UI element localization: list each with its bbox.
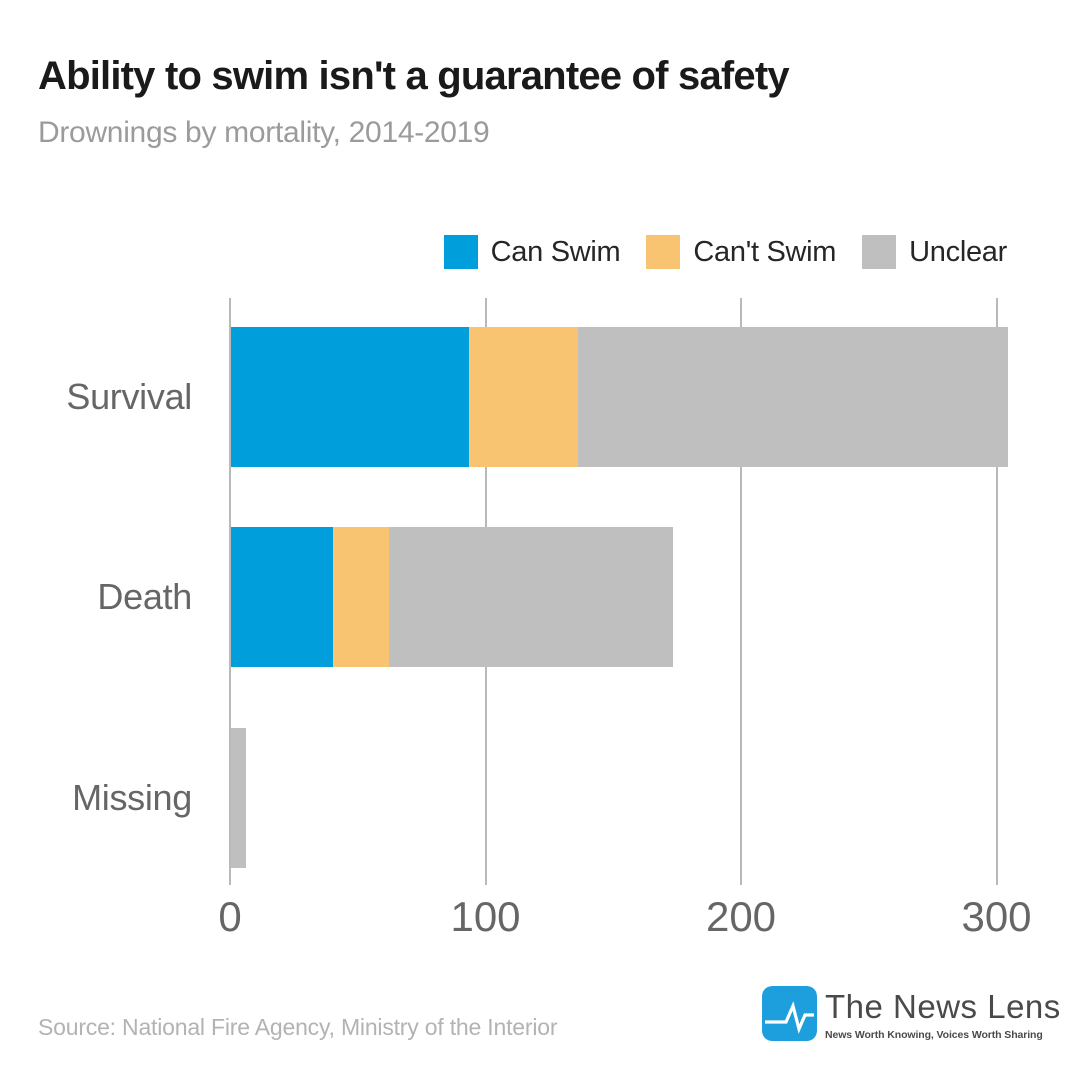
gridline-300 — [995, 298, 998, 885]
legend-swatch-unclear — [862, 235, 897, 269]
chart-subtitle: Drownings by mortality, 2014-2019 — [38, 116, 490, 149]
y-axis-label-survival: Survival — [66, 376, 192, 417]
brand-text: The News Lens News Worth Knowing, Voices… — [825, 986, 1061, 1041]
legend-swatch-can-swim — [443, 235, 478, 269]
gridline-200 — [740, 298, 742, 885]
bar-segment-death-can-t-swim — [333, 527, 390, 667]
source-note: Source: National Fire Agency, Ministry o… — [38, 1014, 558, 1040]
y-axis-label-missing: Missing — [72, 777, 192, 818]
legend-item-can-t-swim: Can't Swim — [646, 235, 836, 269]
x-tick-label-100: 100 — [450, 893, 521, 940]
bar-segment-death-can-swim — [231, 527, 334, 667]
bar-segment-survival-can-t-swim — [468, 327, 579, 467]
legend-label-unclear: Unclear — [909, 235, 1007, 268]
brand-name: The News Lens — [825, 988, 1061, 1025]
page-title: Ability to swim isn't a guarantee of saf… — [38, 54, 790, 98]
bar-segment-death-unclear — [389, 527, 673, 667]
bar-segment-survival-unclear — [578, 327, 1008, 467]
legend-label-can-swim: Can Swim — [490, 235, 621, 268]
y-axis-label-death: Death — [97, 576, 192, 617]
bar-segment-survival-can-swim — [231, 327, 469, 467]
bar-segment-missing-unclear — [231, 728, 247, 868]
legend-item-can-swim: Can Swim — [443, 235, 621, 269]
brand-logo: The News Lens News Worth Knowing, Voices… — [762, 986, 1061, 1041]
brand-tagline: News Worth Knowing, Voices Worth Sharing — [825, 1029, 1043, 1041]
legend-swatch-can-t-swim — [646, 235, 681, 269]
legend-label-can-t-swim: Can't Swim — [693, 235, 837, 268]
gridline-0 — [229, 298, 231, 885]
legend-item-unclear: Unclear — [862, 235, 1007, 269]
chart-legend: Can Swim Can't Swim Unclear — [443, 233, 1007, 271]
x-tick-label-0: 0 — [218, 893, 242, 940]
gridline-100 — [484, 298, 487, 885]
x-tick-label-300: 300 — [961, 893, 1032, 940]
news-lens-pulse-icon — [762, 986, 817, 1041]
x-tick-label-200: 200 — [705, 893, 777, 940]
